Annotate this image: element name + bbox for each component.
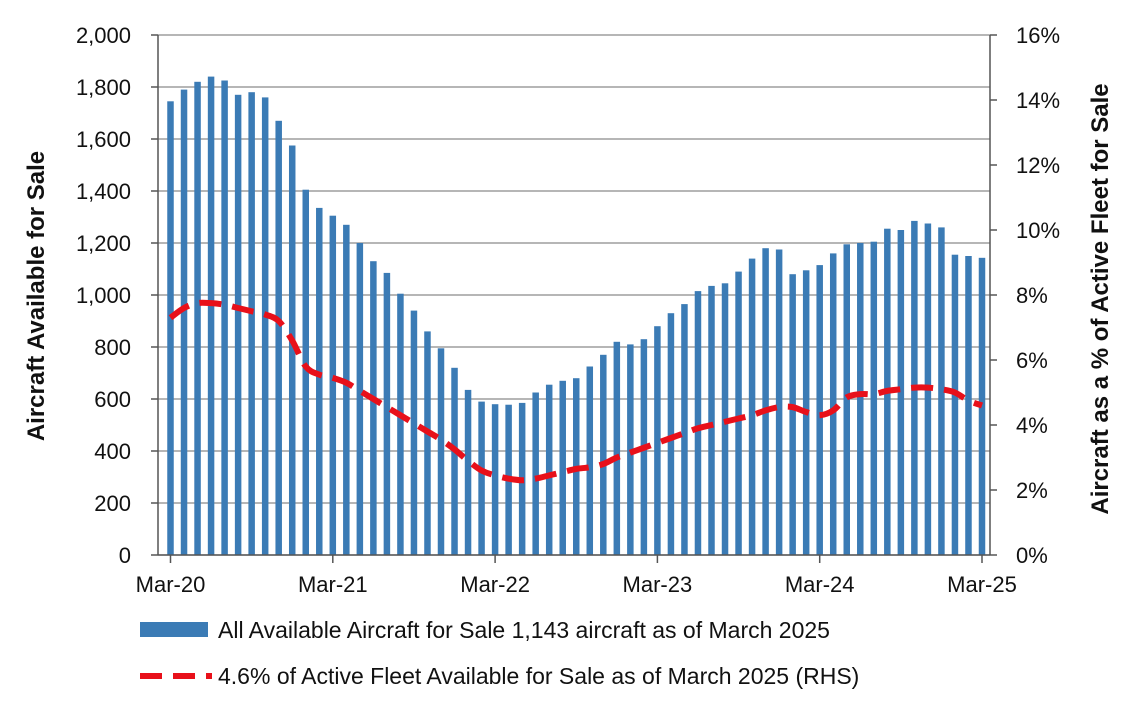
bar xyxy=(464,389,472,555)
bar xyxy=(600,354,607,555)
y-tick-label: 800 xyxy=(94,335,131,360)
x-tick-label: Mar-25 xyxy=(947,572,1017,597)
y2-tick-label: 10% xyxy=(1016,218,1060,243)
bar xyxy=(194,81,201,556)
left-axis-ticks: 0 200 400 600 800 1,000 1,200 1,400 1,600 1,800 2,… xyxy=(76,23,158,568)
y2-tick-label: 16% xyxy=(1016,23,1060,48)
bar xyxy=(207,76,215,555)
bar-series xyxy=(167,76,986,556)
bar xyxy=(532,392,539,555)
bar xyxy=(951,254,959,555)
bar xyxy=(816,265,823,555)
bar xyxy=(234,94,242,556)
bar xyxy=(654,326,661,555)
y2-tick-label: 12% xyxy=(1016,153,1060,178)
bar xyxy=(762,248,769,555)
y-tick-label: 200 xyxy=(94,491,131,516)
bar xyxy=(681,304,688,555)
x-tick-label: Mar-24 xyxy=(785,572,855,597)
legend-bar-swatch xyxy=(140,622,208,637)
bar xyxy=(748,258,756,555)
x-tick-label: Mar-23 xyxy=(623,572,693,597)
bar xyxy=(559,380,566,555)
y-tick-label: 1,800 xyxy=(76,75,131,100)
bar xyxy=(843,244,850,556)
y2-tick-label: 8% xyxy=(1016,283,1048,308)
bar xyxy=(437,348,445,555)
bar xyxy=(302,189,309,555)
gridlines xyxy=(158,34,990,556)
bar xyxy=(586,366,594,555)
legend: All Available Aircraft for Sale 1,143 ai… xyxy=(140,617,859,689)
legend-bar-label: All Available Aircraft for Sale 1,143 ai… xyxy=(218,617,830,643)
bar xyxy=(451,367,458,555)
x-tick-label: Mar-21 xyxy=(298,572,368,597)
bar xyxy=(829,253,837,555)
bar xyxy=(397,293,404,555)
y-tick-label: 2,000 xyxy=(76,23,131,48)
y2-tick-label: 6% xyxy=(1016,348,1048,373)
legend-line-label: 4.6% of Active Fleet Available for Sale … xyxy=(218,663,859,689)
bar xyxy=(789,274,796,555)
bar xyxy=(410,310,418,555)
bar xyxy=(857,243,864,555)
bar xyxy=(356,243,364,555)
left-axis-title: Aircraft Available for Sale xyxy=(23,151,50,441)
bar xyxy=(775,249,783,555)
bar xyxy=(370,261,377,555)
bar xyxy=(248,92,255,555)
percent-of-fleet-line xyxy=(168,299,984,484)
bar xyxy=(424,331,431,555)
bar xyxy=(613,341,621,555)
x-axis-ticks: Mar-20 Mar-21 Mar-22 Mar-23 Mar-24 Mar-25 xyxy=(136,555,1017,597)
bar xyxy=(383,272,391,555)
x-tick-label: Mar-22 xyxy=(460,572,530,597)
bar xyxy=(735,271,742,555)
y2-tick-label: 4% xyxy=(1016,413,1048,438)
y-tick-label: 0 xyxy=(119,543,131,568)
x-tick-label: Mar-20 xyxy=(136,572,206,597)
bar xyxy=(667,313,675,555)
y-tick-label: 1,400 xyxy=(76,179,131,204)
right-axis-title: Aircraft as a % of Active Fleet for Sale xyxy=(1087,83,1114,514)
y2-tick-label: 2% xyxy=(1016,478,1048,503)
y-tick-label: 1,000 xyxy=(76,283,131,308)
bar xyxy=(870,241,878,555)
y-tick-label: 600 xyxy=(94,387,131,412)
bar xyxy=(545,384,553,555)
y-tick-label: 1,200 xyxy=(76,231,131,256)
bar xyxy=(343,224,350,556)
y2-tick-label: 0% xyxy=(1016,543,1048,568)
bar xyxy=(180,89,188,555)
y2-tick-label: 14% xyxy=(1016,88,1060,113)
bar xyxy=(261,97,269,556)
bar xyxy=(708,285,715,555)
bar xyxy=(491,404,499,555)
bar xyxy=(275,120,282,556)
bar xyxy=(897,230,905,555)
bar xyxy=(938,227,945,555)
bar xyxy=(978,257,986,555)
bar xyxy=(316,207,323,555)
y-tick-label: 400 xyxy=(94,439,131,464)
bar xyxy=(478,401,485,555)
bar xyxy=(965,256,972,555)
bar xyxy=(167,101,174,556)
bar xyxy=(329,215,337,555)
bar xyxy=(288,145,296,555)
bar xyxy=(694,291,702,555)
bar xyxy=(221,80,228,555)
y-tick-label: 1,600 xyxy=(76,127,131,152)
right-axis-ticks: 0% 2% 4% 6% 8% 10% 12% 14% 16% xyxy=(990,23,1060,568)
